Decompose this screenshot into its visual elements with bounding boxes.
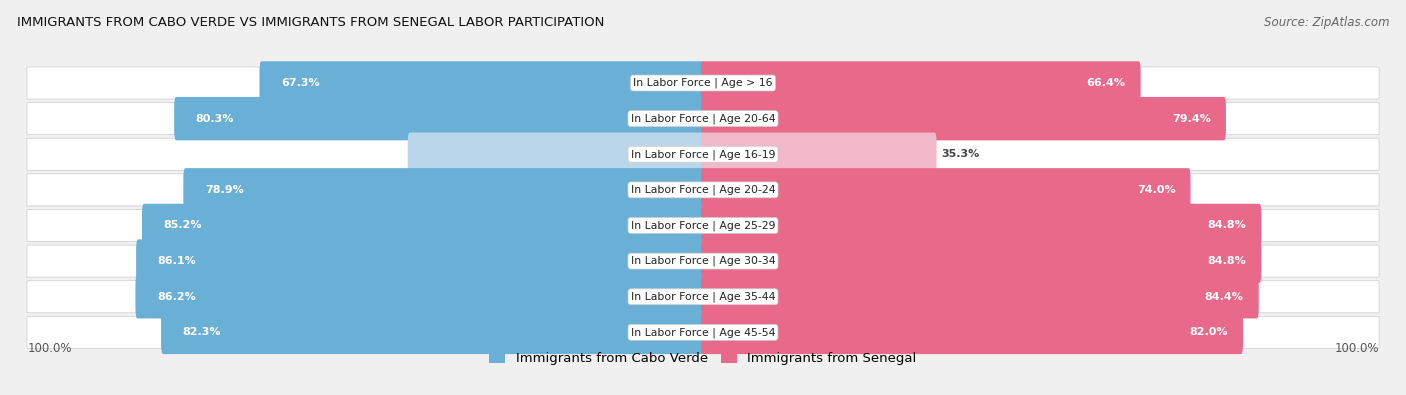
Text: 84.8%: 84.8% <box>1208 220 1246 231</box>
Text: 84.4%: 84.4% <box>1205 292 1244 302</box>
Text: In Labor Force | Age 45-54: In Labor Force | Age 45-54 <box>631 327 775 338</box>
Text: In Labor Force | Age 16-19: In Labor Force | Age 16-19 <box>631 149 775 160</box>
Text: IMMIGRANTS FROM CABO VERDE VS IMMIGRANTS FROM SENEGAL LABOR PARTICIPATION: IMMIGRANTS FROM CABO VERDE VS IMMIGRANTS… <box>17 16 605 29</box>
FancyBboxPatch shape <box>27 138 1379 170</box>
FancyBboxPatch shape <box>27 103 1379 135</box>
FancyBboxPatch shape <box>702 97 1226 140</box>
FancyBboxPatch shape <box>702 133 936 176</box>
Text: 100.0%: 100.0% <box>27 342 72 355</box>
Text: 84.8%: 84.8% <box>1208 256 1246 266</box>
Text: Source: ZipAtlas.com: Source: ZipAtlas.com <box>1264 16 1389 29</box>
Text: In Labor Force | Age 25-29: In Labor Force | Age 25-29 <box>631 220 775 231</box>
FancyBboxPatch shape <box>260 61 704 105</box>
Legend: Immigrants from Cabo Verde, Immigrants from Senegal: Immigrants from Cabo Verde, Immigrants f… <box>484 347 922 371</box>
FancyBboxPatch shape <box>142 204 704 247</box>
FancyBboxPatch shape <box>702 168 1191 212</box>
Text: 86.1%: 86.1% <box>157 256 197 266</box>
Text: 80.3%: 80.3% <box>195 114 235 124</box>
FancyBboxPatch shape <box>702 239 1261 283</box>
FancyBboxPatch shape <box>702 61 1140 105</box>
Text: In Labor Force | Age 20-64: In Labor Force | Age 20-64 <box>631 113 775 124</box>
Text: 82.3%: 82.3% <box>183 327 221 337</box>
FancyBboxPatch shape <box>162 310 704 354</box>
Text: 82.0%: 82.0% <box>1189 327 1227 337</box>
Text: 66.4%: 66.4% <box>1087 78 1126 88</box>
Text: In Labor Force | Age 20-24: In Labor Force | Age 20-24 <box>631 184 775 195</box>
Text: 100.0%: 100.0% <box>1334 342 1379 355</box>
Text: 79.4%: 79.4% <box>1173 114 1211 124</box>
FancyBboxPatch shape <box>27 316 1379 348</box>
FancyBboxPatch shape <box>136 239 704 283</box>
Text: 86.2%: 86.2% <box>157 292 195 302</box>
FancyBboxPatch shape <box>183 168 704 212</box>
FancyBboxPatch shape <box>702 310 1243 354</box>
FancyBboxPatch shape <box>27 245 1379 277</box>
Text: In Labor Force | Age 35-44: In Labor Force | Age 35-44 <box>631 292 775 302</box>
Text: 35.3%: 35.3% <box>941 149 980 159</box>
FancyBboxPatch shape <box>27 67 1379 99</box>
Text: In Labor Force | Age > 16: In Labor Force | Age > 16 <box>633 78 773 88</box>
Text: 44.7%: 44.7% <box>658 149 696 159</box>
FancyBboxPatch shape <box>135 275 704 318</box>
FancyBboxPatch shape <box>27 281 1379 313</box>
FancyBboxPatch shape <box>702 204 1261 247</box>
Text: 85.2%: 85.2% <box>163 220 202 231</box>
Text: 74.0%: 74.0% <box>1137 185 1175 195</box>
Text: In Labor Force | Age 30-34: In Labor Force | Age 30-34 <box>631 256 775 266</box>
FancyBboxPatch shape <box>27 209 1379 241</box>
Text: 78.9%: 78.9% <box>205 185 243 195</box>
FancyBboxPatch shape <box>27 174 1379 206</box>
FancyBboxPatch shape <box>702 275 1258 318</box>
FancyBboxPatch shape <box>408 133 704 176</box>
Text: 67.3%: 67.3% <box>281 78 319 88</box>
FancyBboxPatch shape <box>174 97 704 140</box>
